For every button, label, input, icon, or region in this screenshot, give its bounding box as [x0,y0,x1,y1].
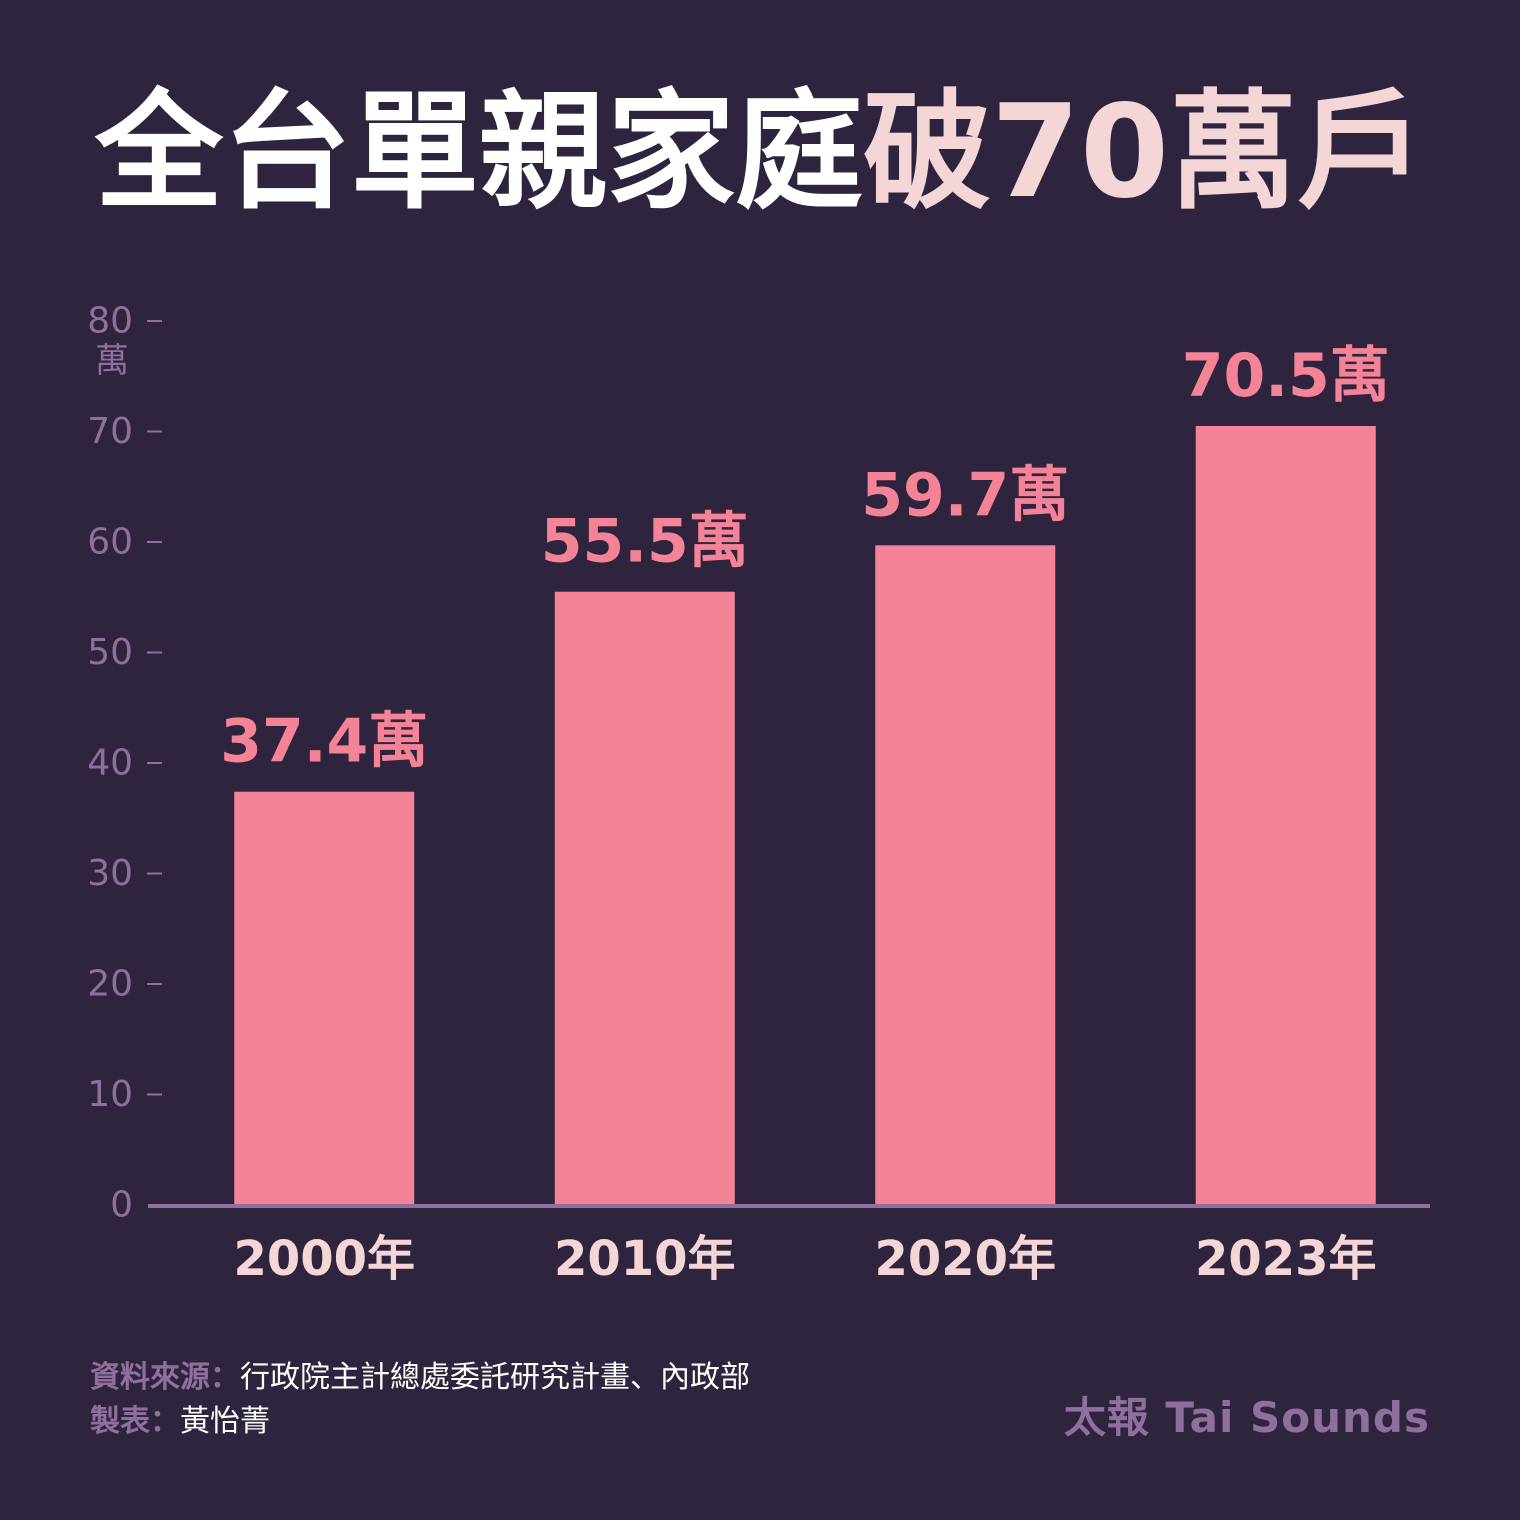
maker-label: 製表： [90,1404,180,1439]
bar [875,545,1056,1205]
x-category-label: 2000年 [233,1231,415,1287]
y-tick-label: 80 [87,301,133,342]
x-category-label: 2023年 [1195,1231,1377,1287]
y-tick-label: 0 [110,1185,133,1226]
y-tick-label: 40 [87,743,133,784]
bar [1195,425,1376,1206]
bar-value-label: 59.7萬 [861,460,1069,530]
bar-value-label: 70.5萬 [1182,341,1390,411]
source-text: 行政院主計總處委託研究計畫、內政部 [240,1360,750,1395]
y-tick-label: 70 [87,411,133,452]
y-tick-label: 30 [87,853,133,894]
y-axis-unit-label: 萬 [95,341,129,381]
bar [554,591,735,1205]
bar-chart: 0 10 20 30 40 50 60 70 80萬 37.4萬 2000年 55.5萬 2010年 59… [87,301,1430,1287]
maker-line: 製表：黃怡菁 [90,1396,270,1440]
y-tick-label: 60 [87,522,133,563]
y-tick-label: 50 [87,632,133,673]
maker-text: 黃怡菁 [180,1404,270,1439]
bar-value-label: 55.5萬 [541,507,749,577]
y-tick-label: 20 [87,964,133,1005]
x-category-label: 2020年 [874,1231,1056,1287]
y-tick-label: 10 [87,1074,133,1115]
source-line: 資料來源：行政院主計總處委託研究計畫、內政部 [90,1352,750,1396]
source-label: 資料來源： [90,1360,240,1395]
title-accent: 破70萬戶 [862,78,1426,227]
title-main: 全台單親家庭 [94,78,863,227]
x-category-label: 2010年 [554,1231,736,1287]
bar [234,791,415,1205]
brand-logo-text: 太報 Tai Sounds [1063,1393,1430,1442]
bar-value-label: 37.4萬 [220,707,428,777]
chart-title: 全台單親家庭破70萬戶 [0,78,1520,228]
